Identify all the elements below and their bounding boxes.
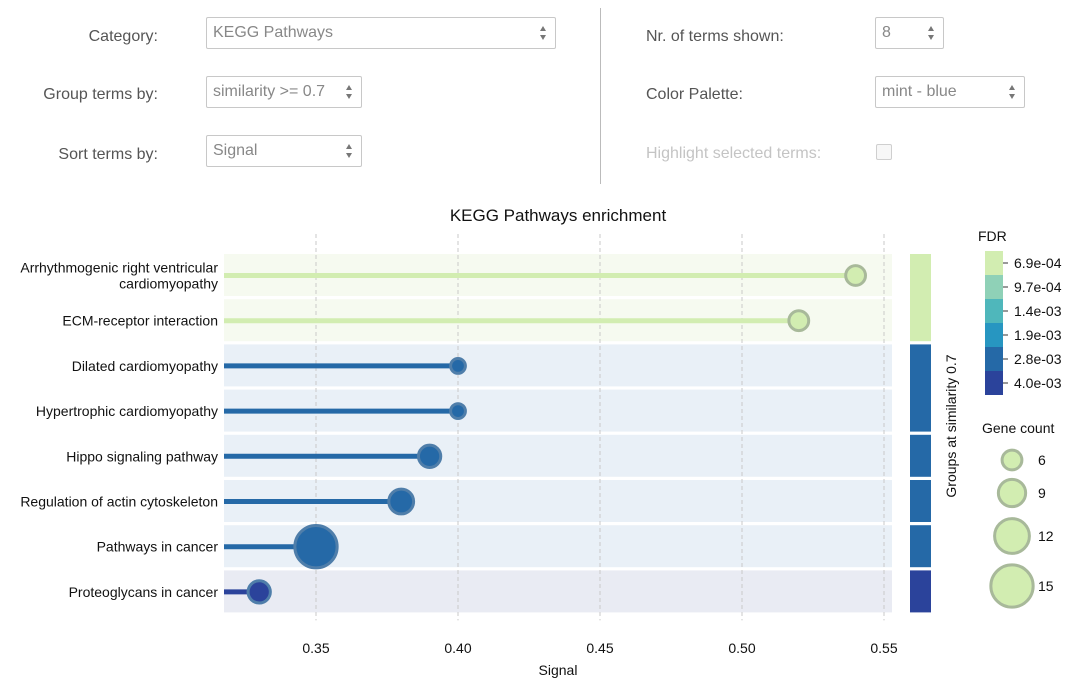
group-bar[interactable]: [910, 570, 931, 613]
category-label: Category:: [88, 28, 158, 45]
fdr-label: 4.0e-03: [1014, 375, 1062, 391]
terms-shown-value: 8: [882, 24, 891, 41]
fdr-label: 1.9e-03: [1014, 327, 1062, 343]
x-tick-label: 0.50: [728, 640, 755, 656]
gene-count-label: 6: [1038, 452, 1046, 468]
term-label: Pathways in cancer: [97, 539, 219, 555]
fdr-label: 1.4e-03: [1014, 303, 1062, 319]
gene-count-label: 15: [1038, 578, 1054, 594]
term-point[interactable]: [844, 264, 867, 287]
gene-count-swatch: [989, 563, 1035, 609]
palette-value: mint - blue: [882, 83, 957, 100]
sort-by-value: Signal: [213, 142, 258, 159]
category-select[interactable]: KEGG Pathways: [206, 17, 556, 49]
gene-count-swatch: [996, 477, 1028, 509]
gene-count-label: 9: [1038, 485, 1046, 501]
term-label: Arrhythmogenic right ventricular cardiomy…: [20, 260, 218, 292]
highlight-checkbox[interactable]: [876, 144, 892, 160]
terms-shown-label: Nr. of terms shown:: [646, 28, 784, 45]
group-axis-label: Groups at similarity 0.7: [943, 354, 959, 497]
x-axis-label: Signal: [539, 662, 578, 678]
term-label: ECM-receptor interaction: [62, 313, 218, 329]
gene-count-label: 12: [1038, 528, 1054, 544]
fdr-legend-title: FDR: [978, 228, 1007, 244]
term-point[interactable]: [449, 357, 467, 375]
gene-count-legend-title: Gene count: [982, 420, 1054, 436]
group-by-select[interactable]: similarity >= 0.7: [206, 76, 362, 108]
term-point[interactable]: [293, 524, 339, 570]
fdr-swatch: [985, 251, 1003, 275]
term-point[interactable]: [449, 402, 467, 421]
fdr-swatch: [985, 275, 1003, 299]
enrichment-chart: KEGG Pathways enrichment Arrhythmogenic …: [20, 206, 1062, 678]
term-label: Proteoglycans in cancer: [69, 584, 219, 600]
chart-title: KEGG Pathways enrichment: [450, 206, 667, 225]
row-band: [224, 570, 892, 613]
group-bar[interactable]: [910, 344, 931, 432]
palette-select[interactable]: mint - blue: [875, 76, 1025, 108]
gene-count-swatch: [993, 517, 1031, 555]
fdr-label: 2.8e-03: [1014, 351, 1062, 367]
sort-by-label: Sort terms by:: [58, 146, 158, 163]
x-tick-label: 0.40: [444, 640, 471, 656]
x-tick-label: 0.45: [586, 640, 613, 656]
highlight-label: Highlight selected terms:: [646, 145, 822, 162]
select-arrows-icon: [928, 26, 936, 40]
fdr-swatch: [985, 323, 1003, 347]
fdr-swatch: [985, 347, 1003, 371]
select-arrows-icon: [346, 144, 354, 158]
term-label: Regulation of actin cytoskeleton: [20, 494, 218, 510]
fdr-label: 9.7e-04: [1014, 279, 1062, 295]
term-point[interactable]: [787, 309, 811, 333]
fdr-swatch: [985, 371, 1003, 395]
x-tick-label: 0.35: [302, 640, 329, 656]
term-label: Hippo signaling pathway: [66, 448, 218, 464]
palette-label: Color Palette:: [646, 86, 743, 103]
select-arrows-icon: [346, 85, 354, 99]
term-point[interactable]: [246, 579, 272, 605]
group-bar[interactable]: [910, 525, 931, 568]
category-value: KEGG Pathways: [213, 24, 334, 41]
sort-by-select[interactable]: Signal: [206, 135, 362, 167]
gene-count-swatch: [1000, 448, 1024, 472]
group-bar[interactable]: [910, 254, 931, 342]
select-arrows-icon: [540, 26, 548, 40]
group-bar[interactable]: [910, 480, 931, 522]
group-by-value: similarity >= 0.7: [213, 83, 326, 100]
select-arrows-icon: [1009, 85, 1017, 99]
term-point[interactable]: [416, 443, 443, 469]
term-label: Dilated cardiomyopathy: [72, 358, 218, 374]
controls-divider: [600, 8, 601, 184]
group-bar[interactable]: [910, 434, 931, 477]
terms-shown-select[interactable]: 8: [875, 17, 944, 49]
fdr-swatch: [985, 299, 1003, 323]
group-by-label: Group terms by:: [43, 86, 158, 103]
term-label: Hypertrophic cardiomyopathy: [36, 403, 218, 419]
x-tick-label: 0.55: [870, 640, 897, 656]
term-point[interactable]: [387, 487, 416, 516]
fdr-label: 6.9e-04: [1014, 255, 1062, 271]
